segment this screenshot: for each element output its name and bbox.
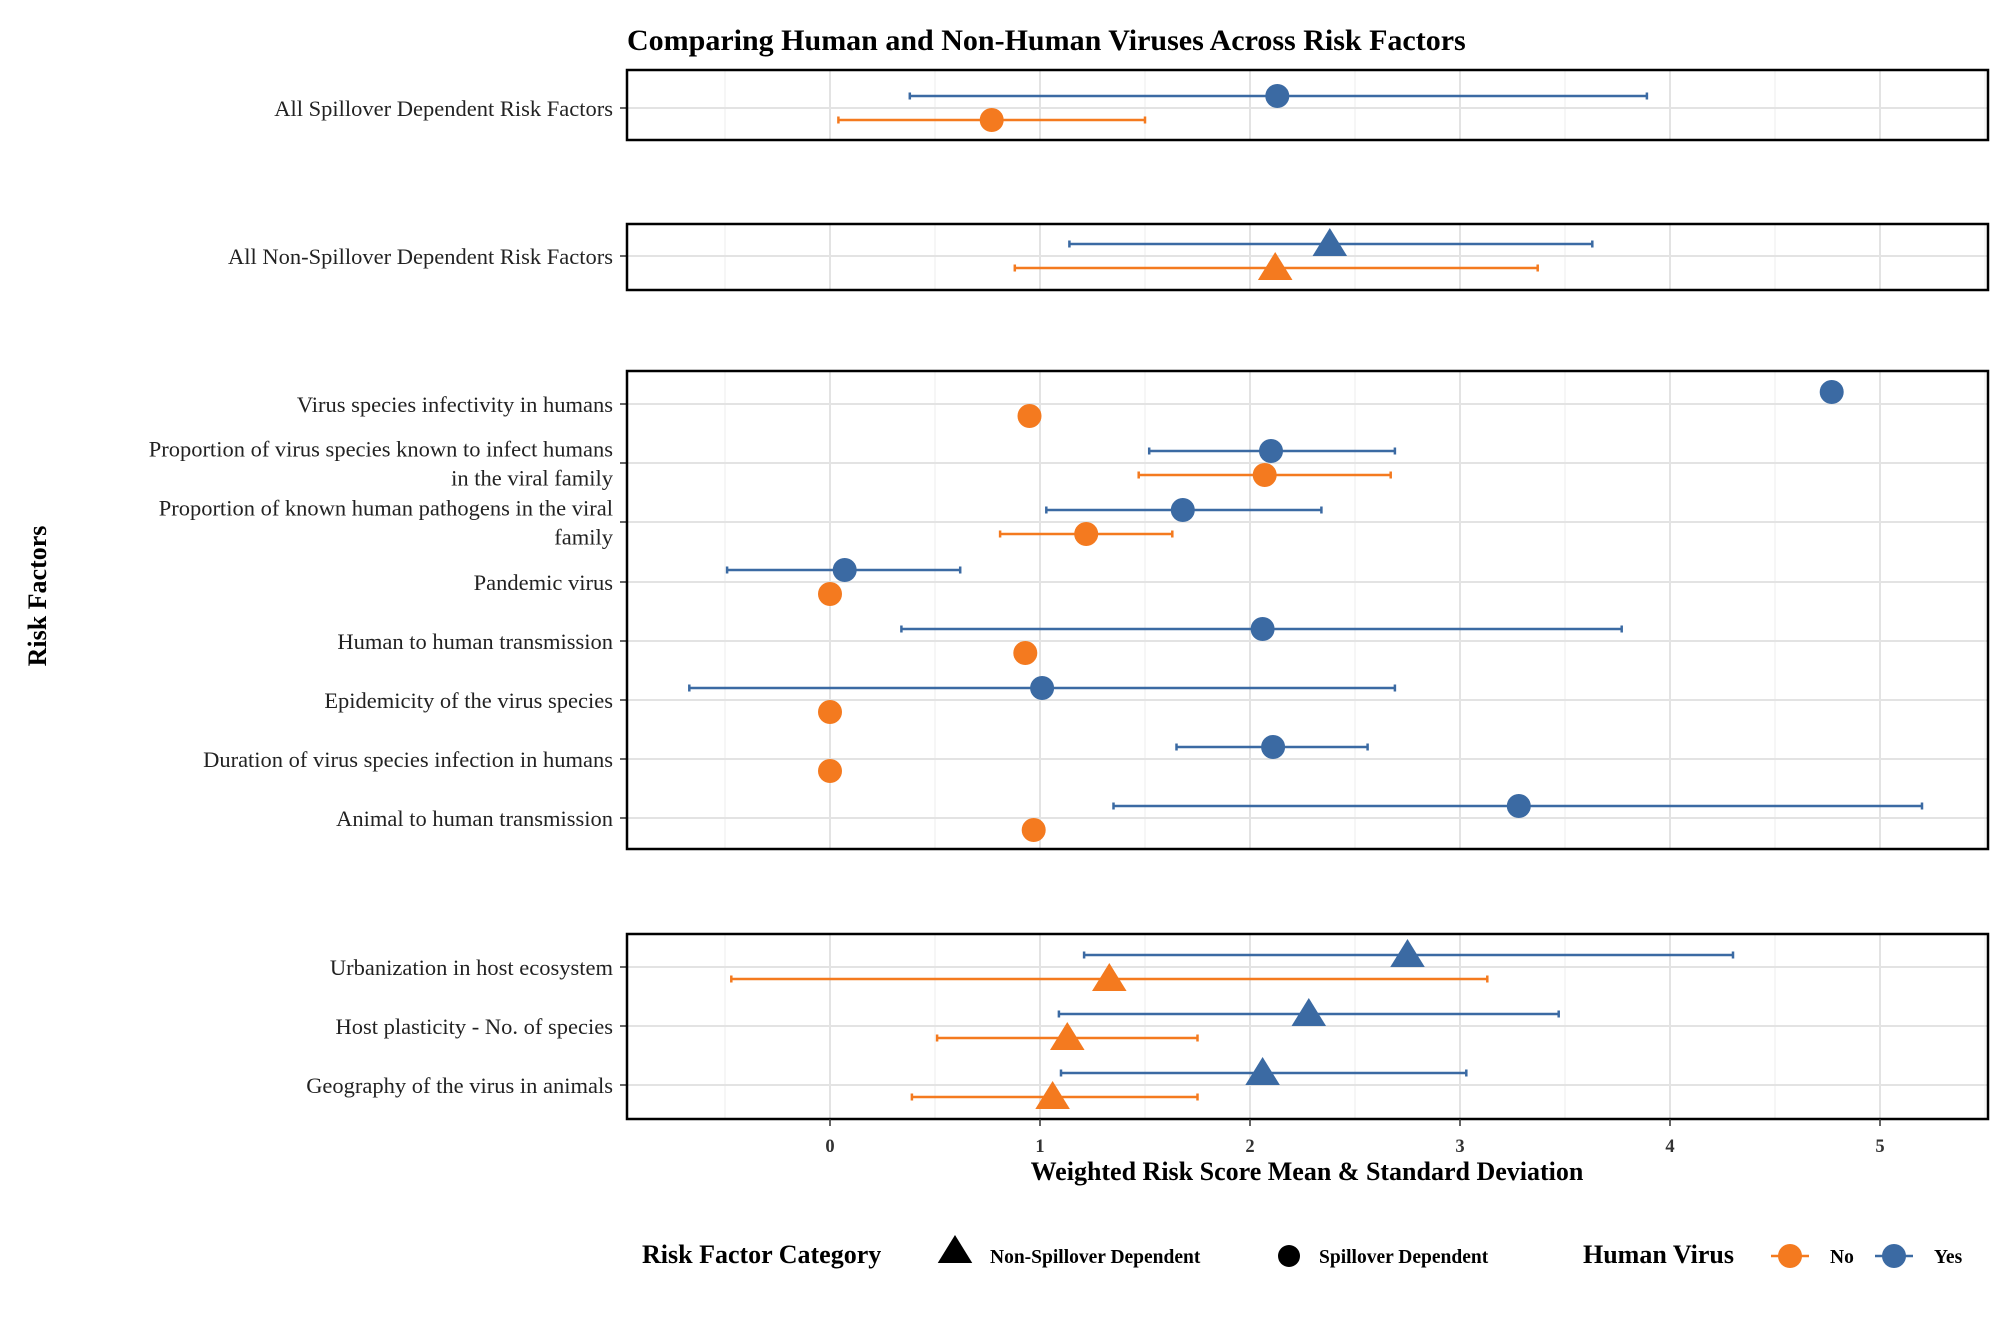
mean-triangle-geography-of-the-virus-in-animals-no [1035, 1081, 1070, 1109]
mean-point-proportion-of-known-human-pathogens-in-the-viral-family-yes [1170, 498, 1195, 522]
legend-color-title: Human Virus [1583, 1240, 1734, 1269]
mean-point-human-to-human-transmission-yes [1250, 617, 1275, 641]
y-axis-title: Risk Factors [23, 526, 52, 667]
mean-triangle-urbanization-in-host-ecosystem-yes [1390, 939, 1425, 967]
legend: Risk Factor Category Non-Spillover Depen… [642, 1235, 1963, 1269]
y-tick-label: Geography of the virus in animals [306, 1073, 613, 1098]
x-tick-label: 3 [1455, 1137, 1464, 1157]
y-tick-label: in the viral family [451, 466, 614, 491]
panel-border [625, 932, 1990, 1121]
y-tick-label: Host plasticity - No. of species [336, 1014, 613, 1039]
y-tick-label: All Spillover Dependent Risk Factors [274, 96, 613, 121]
mean-point-animal-to-human-transmission-yes [1506, 794, 1531, 818]
mean-point-proportion-of-virus-species-known-to-infect-humans-in-the-viral-family-no [1252, 463, 1277, 487]
mean-point-human-to-human-transmission-no [1013, 641, 1038, 665]
mean-triangle-host-plasticity-no-of-species-no [1050, 1022, 1085, 1050]
panel-grid [627, 371, 1988, 849]
panel-border [625, 369, 1990, 851]
mean-point-epidemicity-of-the-virus-species-no [818, 700, 842, 724]
legend-circle-symbol [1278, 1245, 1300, 1267]
x-tick-label: 1 [1035, 1137, 1044, 1157]
mean-triangle-urbanization-in-host-ecosystem-no [1092, 963, 1127, 991]
mean-point-duration-of-virus-species-infection-in-humans-no [818, 759, 842, 783]
y-tick-label: All Non-Spillover Dependent Risk Factors [228, 244, 613, 269]
x-axis-title: Weighted Risk Score Mean & Standard Devi… [1031, 1157, 1584, 1186]
legend-label-no: No [1830, 1247, 1854, 1268]
x-tick-label: 5 [1875, 1137, 1884, 1157]
panel-marks [837, 84, 1649, 132]
mean-point-animal-to-human-transmission-no [1021, 818, 1046, 842]
x-axis: 0 1 2 3 4 5 [825, 1119, 1885, 1157]
mean-point-epidemicity-of-the-virus-species-yes [1030, 676, 1055, 700]
panels: All Spillover Dependent Risk Factors All … [149, 68, 1990, 1121]
legend-shape-title: Risk Factor Category [642, 1240, 881, 1269]
mean-triangle-geography-of-the-virus-in-animals-yes [1245, 1057, 1280, 1085]
y-tick-label: Virus species infectivity in humans [297, 392, 613, 417]
panel-2: All Non-Spillover Dependent Risk Factors [228, 222, 1990, 292]
legend-label-non-spillover: Non-Spillover Dependent [990, 1247, 1201, 1268]
y-tick-label: family [554, 525, 613, 550]
mean-point-pandemic-virus-yes [832, 558, 857, 582]
y-tick-label: Human to human transmission [337, 629, 613, 654]
mean-point-pandemic-virus-no [818, 582, 842, 606]
y-tick-label: Epidemicity of the virus species [324, 688, 613, 713]
y-tick-label: Proportion of known human pathogens in t… [159, 496, 613, 521]
legend-label-spillover: Spillover Dependent [1319, 1247, 1489, 1268]
mean-triangle-host-plasticity-no-of-species-yes [1291, 998, 1327, 1026]
chart-title: Comparing Human and Non-Human Viruses Ac… [627, 24, 1466, 57]
panel-border [625, 68, 1990, 142]
legend-label-yes: Yes [1934, 1247, 1963, 1268]
panel-3: Virus species infectivity in humans Propo… [149, 369, 1990, 851]
panel-marks [1013, 228, 1594, 280]
x-tick-label: 2 [1245, 1137, 1254, 1157]
y-tick-label: Duration of virus species infection in h… [203, 747, 613, 772]
y-tick-label: Animal to human transmission [336, 806, 613, 831]
mean-triangle-all-non-spillover-dependent-risk-factors-yes [1312, 228, 1348, 256]
panel-4: Urbanization in host ecosystem Host plast… [306, 932, 1990, 1121]
legend-triangle-symbol [937, 1235, 973, 1263]
panel-border [625, 222, 1990, 292]
x-tick-label: 0 [825, 1137, 834, 1157]
y-tick-label: Proportion of virus species known to inf… [149, 437, 613, 462]
y-tick-label: Pandemic virus [474, 570, 613, 595]
panel-grid [627, 224, 1988, 290]
mean-point-virus-species-infectivity-in-humans-no [1017, 404, 1042, 428]
panel-marks [730, 939, 1735, 1109]
panel-marks [688, 380, 1924, 842]
panel-grid [627, 934, 1988, 1119]
legend-yes-symbol [1882, 1244, 1906, 1268]
panel-grid [627, 70, 1988, 140]
panel-1: All Spillover Dependent Risk Factors [274, 68, 1990, 142]
y-tick-label: Urbanization in host ecosystem [330, 955, 614, 980]
mean-point-virus-species-infectivity-in-humans-yes [1819, 380, 1844, 404]
mean-triangle-all-non-spillover-dependent-risk-factors-no [1257, 252, 1293, 280]
legend-no-symbol [1778, 1244, 1802, 1268]
mean-point-proportion-of-virus-species-known-to-infect-humans-in-the-viral-family-yes [1259, 439, 1283, 463]
mean-point-duration-of-virus-species-infection-in-humans-yes [1261, 735, 1286, 759]
mean-point-all-spillover-dependent-risk-factors-no [979, 108, 1004, 132]
mean-point-proportion-of-known-human-pathogens-in-the-viral-family-no [1074, 522, 1099, 546]
x-tick-label: 4 [1665, 1137, 1674, 1157]
mean-point-all-spillover-dependent-risk-factors-yes [1265, 84, 1290, 108]
